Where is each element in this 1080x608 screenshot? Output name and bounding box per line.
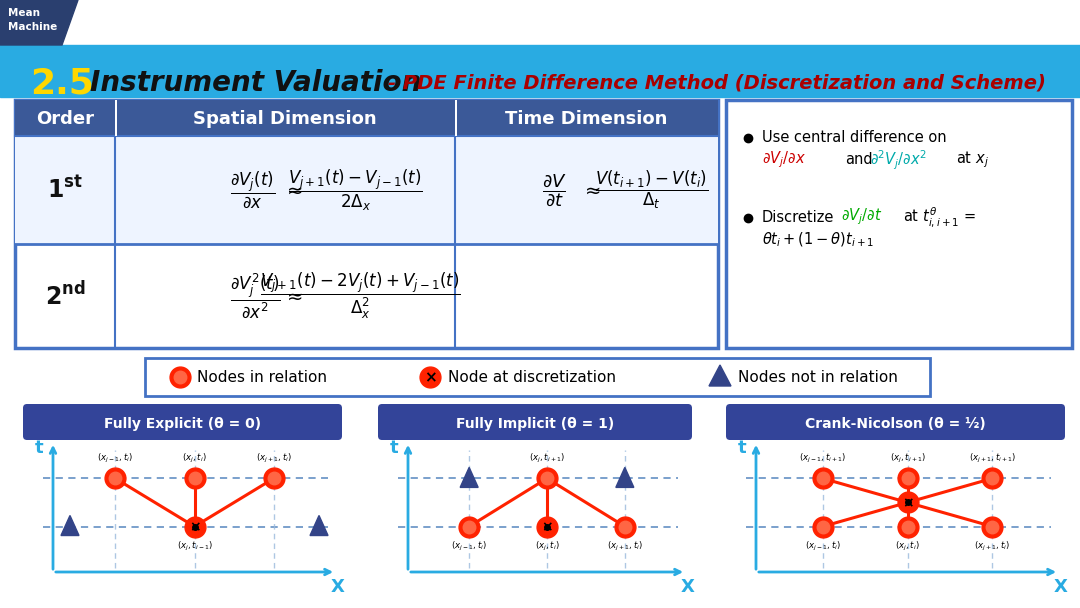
Text: - PDE Finite Difference Method (Discretization and Scheme): - PDE Finite Difference Method (Discreti… — [388, 74, 1045, 92]
Text: $(x_{j+1}, t_{i+1})$: $(x_{j+1}, t_{i+1})$ — [969, 452, 1016, 465]
Text: $\mathbf{1^{st}}$: $\mathbf{1^{st}}$ — [48, 177, 83, 203]
Text: t: t — [738, 439, 746, 457]
Text: X: X — [332, 578, 345, 596]
Text: $\mathbf{\times}$: $\mathbf{\times}$ — [902, 497, 914, 511]
Text: $(x_j, t_{i+1})$: $(x_j, t_{i+1})$ — [529, 452, 565, 465]
Text: $(x_{j-1}, t_i)$: $(x_{j-1}, t_i)$ — [97, 452, 133, 465]
Text: Machine: Machine — [8, 22, 57, 32]
Text: $\partial V_j/\partial t$: $\partial V_j/\partial t$ — [841, 207, 882, 227]
FancyBboxPatch shape — [23, 404, 342, 440]
Text: $(x_{j-1}, t_i)$: $(x_{j-1}, t_i)$ — [805, 540, 840, 553]
Bar — [114, 100, 117, 136]
Bar — [370, 400, 700, 600]
Text: $\partial^2V_j/\partial x^2$: $\partial^2V_j/\partial x^2$ — [870, 148, 928, 171]
Text: $(x_{j+1}, t_i)$: $(x_{j+1}, t_i)$ — [256, 452, 292, 465]
Text: X: X — [1054, 578, 1068, 596]
Bar — [0, 45, 1080, 97]
FancyBboxPatch shape — [726, 404, 1065, 440]
Text: $\dfrac{\partial V}{\partial t}$: $\dfrac{\partial V}{\partial t}$ — [542, 172, 567, 208]
Bar — [15, 100, 718, 136]
Text: $\dfrac{\partial V_j(t)}{\partial x}$: $\dfrac{\partial V_j(t)}{\partial x}$ — [230, 170, 275, 210]
Text: Nodes not in relation: Nodes not in relation — [738, 370, 897, 384]
Text: X: X — [681, 578, 694, 596]
Text: Crank-Nicolson (θ = ½): Crank-Nicolson (θ = ½) — [805, 417, 986, 431]
Polygon shape — [460, 468, 478, 488]
Text: $(x_{j-1}, t_{i+1})$: $(x_{j-1}, t_{i+1})$ — [799, 452, 847, 465]
Text: $(x_{j+1}, t_i)$: $(x_{j+1}, t_i)$ — [607, 540, 643, 553]
Bar — [15, 136, 718, 244]
Bar — [145, 358, 930, 396]
Text: $\approx$: $\approx$ — [581, 181, 602, 199]
Text: $\dfrac{V_{j+1}(t) - V_{j-1}(t)}{2\Delta_x}$: $\dfrac{V_{j+1}(t) - V_{j-1}(t)}{2\Delta… — [287, 167, 422, 213]
Text: $(x_{j-1}, t_i)$: $(x_{j-1}, t_i)$ — [451, 540, 487, 553]
Text: Spatial Dimension: Spatial Dimension — [193, 110, 377, 128]
Text: t: t — [390, 439, 399, 457]
Text: $\theta t_i + (1 - \theta)t_{i+1}$: $\theta t_i + (1 - \theta)t_{i+1}$ — [762, 231, 874, 249]
Text: Node at discretization: Node at discretization — [448, 370, 616, 384]
Text: and: and — [845, 153, 873, 167]
Bar — [15, 400, 350, 600]
Text: Instrument Valuation: Instrument Valuation — [90, 69, 421, 97]
Polygon shape — [0, 0, 78, 45]
Text: Fully Explicit (θ = 0): Fully Explicit (θ = 0) — [104, 417, 261, 431]
Text: $\mathbf{2^{nd}}$: $\mathbf{2^{nd}}$ — [44, 282, 85, 310]
Text: $\mathbf{\times}$: $\mathbf{\times}$ — [423, 370, 436, 385]
Text: $\dfrac{V_{j+1}(t) - 2V_j(t) + V_{j-1}(t)}{\Delta_x^2}$: $\dfrac{V_{j+1}(t) - 2V_j(t) + V_{j-1}(t… — [259, 271, 460, 321]
Polygon shape — [616, 468, 634, 488]
Text: $\mathbf{\times}$: $\mathbf{\times}$ — [189, 520, 201, 534]
Polygon shape — [60, 516, 79, 536]
Text: Nodes in relation: Nodes in relation — [197, 370, 327, 384]
Text: $(x_j, t_i)$: $(x_j, t_i)$ — [895, 540, 920, 553]
Text: $\dfrac{\partial V_j^2(t)}{\partial x^2}$: $\dfrac{\partial V_j^2(t)}{\partial x^2}… — [230, 272, 281, 320]
Text: $\partial V_j/\partial x$: $\partial V_j/\partial x$ — [762, 150, 806, 170]
Bar — [718, 400, 1074, 600]
Bar — [455, 100, 457, 136]
Text: Discretize: Discretize — [762, 210, 835, 224]
Text: $\mathbf{\times}$: $\mathbf{\times}$ — [541, 520, 553, 534]
FancyBboxPatch shape — [378, 404, 692, 440]
Text: Use central difference on: Use central difference on — [762, 130, 947, 145]
Text: $\dfrac{V(t_{i+1}) - V(t_i)}{\Delta_t}$: $\dfrac{V(t_{i+1}) - V(t_i)}{\Delta_t}$ — [595, 169, 708, 211]
Text: Time Dimension: Time Dimension — [505, 110, 667, 128]
Text: $\approx$: $\approx$ — [283, 181, 303, 199]
Polygon shape — [708, 365, 731, 386]
Text: $(x_j, t_i)$: $(x_j, t_i)$ — [535, 540, 559, 553]
Text: at $x_j$: at $x_j$ — [956, 150, 989, 170]
Bar — [726, 100, 1072, 348]
Text: t: t — [35, 439, 43, 457]
Polygon shape — [310, 516, 328, 536]
Text: $\approx$: $\approx$ — [283, 286, 303, 305]
Text: at $t^\theta_{i,i+1}$ =: at $t^\theta_{i,i+1}$ = — [903, 205, 976, 229]
Bar — [15, 100, 718, 348]
Text: Order: Order — [36, 110, 94, 128]
Text: $(x_{j+1}, t_i)$: $(x_{j+1}, t_i)$ — [974, 540, 1010, 553]
Text: $(x_j, t_{i-1})$: $(x_j, t_{i-1})$ — [176, 540, 213, 553]
Text: $(x_j, t_i)$: $(x_j, t_i)$ — [183, 452, 207, 465]
Text: $(x_j, t_{i+1})$: $(x_j, t_{i+1})$ — [890, 452, 926, 465]
Text: Fully Implicit (θ = 1): Fully Implicit (θ = 1) — [456, 417, 615, 431]
Text: Mean: Mean — [8, 8, 40, 18]
Text: 2.5: 2.5 — [30, 66, 94, 100]
